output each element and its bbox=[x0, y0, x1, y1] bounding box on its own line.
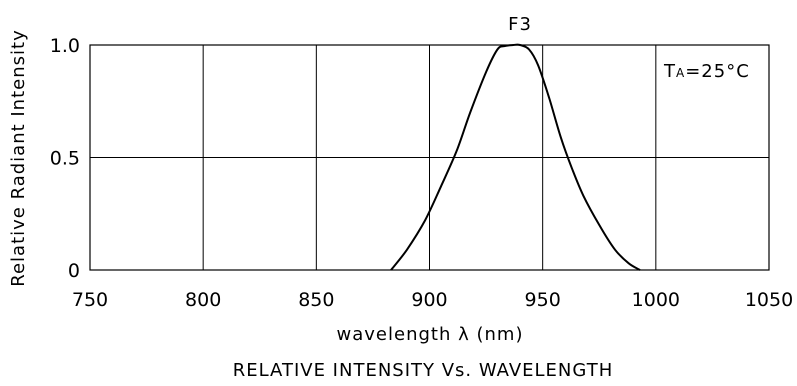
chart-title: RELATIVE INTENSITY Vs. WAVELENGTH bbox=[233, 360, 614, 381]
y-axis-label: Relative Radiant Intensity bbox=[8, 29, 29, 286]
series-line-f3 bbox=[390, 43, 641, 271]
curve-label: F3 bbox=[508, 14, 532, 35]
x-tick-labels: 750 800 850 900 950 1000 1050 bbox=[72, 289, 793, 311]
y-tick-label: 1.0 bbox=[50, 35, 80, 57]
y-tick-label: 0 bbox=[68, 260, 80, 282]
series-layer bbox=[390, 43, 641, 271]
x-tick-label: 850 bbox=[298, 289, 334, 311]
condition-label: TA=25°C bbox=[663, 61, 750, 82]
y-tick-labels: 0 0.5 1.0 bbox=[50, 35, 80, 282]
x-tick-label: 1000 bbox=[632, 289, 680, 311]
x-axis-label: wavelength λ (nm) bbox=[337, 324, 524, 345]
x-tick-label: 800 bbox=[185, 289, 221, 311]
condition-rest: =25°C bbox=[685, 61, 750, 82]
x-tick-label: 1050 bbox=[745, 289, 793, 311]
x-tick-label: 950 bbox=[525, 289, 561, 311]
condition-sub: A bbox=[676, 66, 685, 80]
grid bbox=[90, 45, 769, 270]
y-tick-label: 0.5 bbox=[50, 148, 80, 170]
x-tick-label: 750 bbox=[72, 289, 108, 311]
condition-main: T bbox=[663, 61, 676, 82]
x-tick-label: 900 bbox=[411, 289, 447, 311]
